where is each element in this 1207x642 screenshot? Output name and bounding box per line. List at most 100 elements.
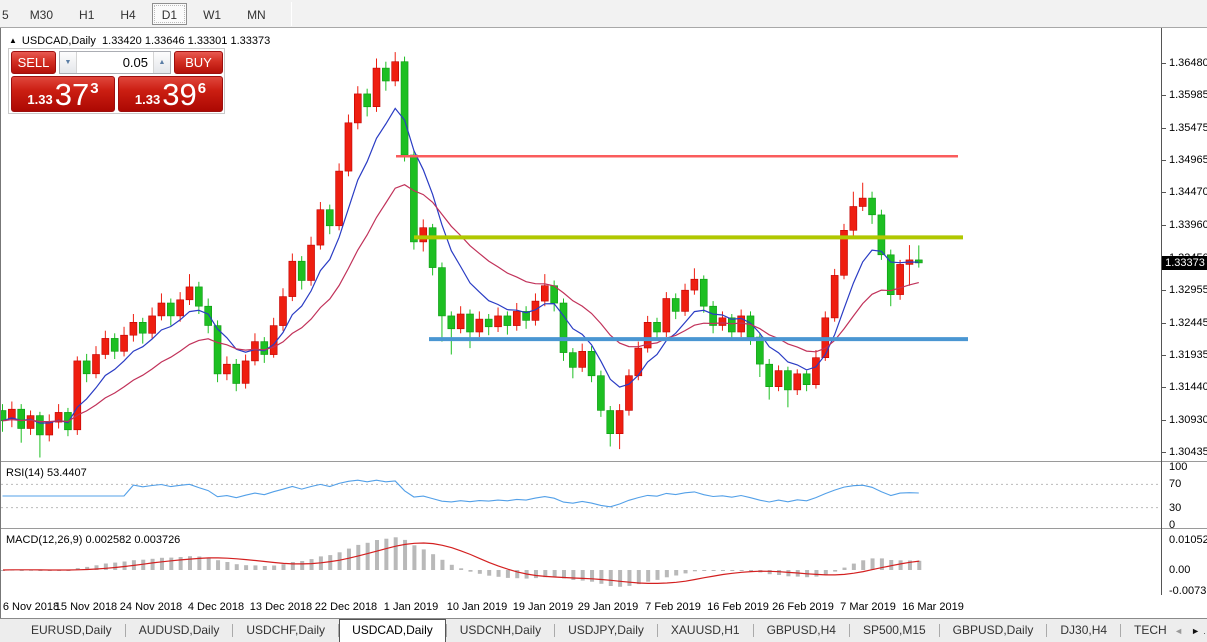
sell-price-panel[interactable]: 1.33 37 3	[11, 76, 115, 112]
macd-histogram-bar	[459, 568, 464, 570]
macd-histogram-bar	[206, 557, 211, 570]
macd-histogram-bar	[861, 560, 866, 570]
pane-divider[interactable]	[1, 528, 1207, 530]
date-axis[interactable]: 6 Nov 2018 15 Nov 2018 24 Nov 2018 4 Dec 20…	[1, 598, 1161, 618]
buy-price-panel[interactable]: 1.33 39 6	[118, 76, 223, 112]
timeframe-button-d1[interactable]: D1	[151, 2, 188, 25]
candle-body	[223, 363, 231, 375]
macd-histogram-bar	[749, 570, 753, 571]
price-tick	[1161, 128, 1166, 129]
macd-name: MACD(12,26,9)	[6, 534, 83, 546]
tab-usdchf-daily[interactable]: USDCHF,Daily	[246, 623, 326, 637]
candle-body	[269, 325, 278, 355]
tab-eurusd-daily[interactable]: EURUSD,Daily	[31, 623, 112, 637]
macd-histogram-bar	[141, 559, 146, 570]
trade-panel-top-row: SELL ▼ ▲ BUY	[10, 50, 223, 75]
candle-body	[484, 318, 493, 328]
timeframe-button-h1[interactable]: H1	[79, 7, 95, 22]
pane-divider[interactable]	[1, 461, 1207, 463]
candle-body	[784, 370, 792, 391]
price-chart-canvas[interactable]	[1, 30, 1161, 461]
macd-histogram-bar	[178, 557, 183, 570]
price-axis[interactable]: 1.36480 1.35985 1.35475 1.34965 1.34470 1.339…	[1161, 28, 1207, 618]
pane-divider	[1, 595, 1207, 596]
price-tick	[1161, 63, 1166, 64]
volume-input[interactable]	[77, 52, 153, 73]
tab-sp500-m15[interactable]: SP500,M15	[862, 623, 926, 637]
one-click-trade-panel: SELL ▼ ▲ BUY 1.33 37 3 1.33 39 6	[8, 48, 225, 114]
tab-scroll-arrows: ◄ ►	[1166, 619, 1204, 642]
candle-body	[830, 275, 839, 319]
timeframe-button-m30[interactable]: M30	[29, 7, 54, 22]
buy-price-prefix: 1.33	[134, 92, 161, 107]
macd-histogram-bar	[272, 565, 277, 570]
candle-body	[353, 93, 362, 124]
macd-histogram-bar	[814, 570, 819, 577]
macd-histogram-bar	[421, 549, 426, 570]
tab-gbpusd-h4[interactable]: GBPUSD,H4	[766, 623, 836, 637]
timeframe-button-h4[interactable]: H4	[120, 7, 136, 22]
candle-body	[643, 321, 652, 349]
tab-scroll-right-icon[interactable]: ►	[1191, 625, 1200, 636]
candle-body	[475, 318, 484, 333]
candle-body	[73, 360, 82, 431]
macd-histogram-bar	[767, 570, 772, 575]
date-label: 6 Nov 2018	[2, 601, 60, 613]
tab-usdcad-daily[interactable]: USDCAD,Daily	[339, 619, 446, 642]
sell-button[interactable]: SELL	[11, 51, 56, 74]
candle-body	[101, 338, 110, 355]
candle-body	[494, 315, 502, 328]
candle-body	[540, 285, 549, 302]
candle-body	[325, 209, 334, 227]
timeframe-button-5[interactable]: 5	[2, 7, 9, 22]
collapse-trade-panel-icon[interactable]: ▲	[9, 36, 17, 45]
macd-histogram-bar	[664, 570, 669, 578]
macd-histogram-bar	[851, 563, 856, 570]
candle-body	[148, 315, 156, 334]
candle-body	[756, 336, 764, 365]
candle-body	[896, 264, 904, 295]
tab-audusd-daily[interactable]: AUDUSD,Daily	[138, 623, 220, 637]
rsi-canvas[interactable]	[1, 463, 1161, 528]
volume-decrease-icon[interactable]: ▼	[60, 52, 77, 73]
candle-body	[681, 289, 689, 312]
macd-histogram-bar	[440, 559, 445, 570]
macd-histogram-bar	[225, 562, 230, 570]
volume-increase-icon[interactable]: ▲	[153, 52, 170, 73]
buy-price-pip: 6	[197, 80, 207, 97]
timeframe-button-mn[interactable]: MN	[247, 7, 266, 22]
price-tick	[1161, 95, 1166, 96]
date-label: 26 Feb 2019	[772, 601, 834, 613]
candle-body	[914, 259, 923, 264]
macd-histogram-bar	[468, 570, 473, 572]
candle-body	[503, 315, 512, 326]
price-tick	[1161, 225, 1166, 226]
macd-histogram-bar	[159, 557, 164, 570]
buy-button[interactable]: BUY	[174, 51, 223, 74]
macd-histogram-bar	[113, 562, 118, 570]
macd-histogram-bar	[823, 570, 828, 575]
macd-histogram-bar	[870, 558, 875, 570]
timeframe-button-w1[interactable]: W1	[203, 7, 222, 22]
date-label: 7 Mar 2019	[840, 601, 896, 613]
price-axis-label: 1.32445	[1169, 317, 1207, 329]
macd-histogram-bar	[533, 570, 538, 579]
macd-histogram-bar	[216, 560, 221, 570]
chart-symbol-period: USDCAD,Daily	[21, 35, 96, 47]
tab-dj30-h4[interactable]: DJ30,H4	[1060, 623, 1108, 637]
tab-usdcnh-daily[interactable]: USDCNH,Daily	[459, 623, 542, 637]
macd-canvas[interactable]	[1, 530, 1161, 595]
tab-gbpusd-daily[interactable]: GBPUSD,Daily	[952, 623, 1034, 637]
macd-histogram-bar	[907, 560, 912, 570]
tab-usdjpy-daily[interactable]: USDJPY,Daily	[568, 623, 644, 637]
candle-body	[251, 341, 259, 362]
date-label: 29 Jan 2019	[577, 601, 639, 613]
macd-histogram-bar	[674, 570, 679, 576]
tab-scroll-left-icon[interactable]: ◄	[1174, 625, 1184, 636]
tab-xauusd-h1[interactable]: XAUUSD,H1	[670, 623, 740, 637]
macd-histogram-bar	[777, 570, 782, 575]
rsi-name: RSI(14)	[6, 467, 44, 479]
macd-histogram-bar	[655, 570, 660, 580]
candle-body	[157, 302, 166, 317]
